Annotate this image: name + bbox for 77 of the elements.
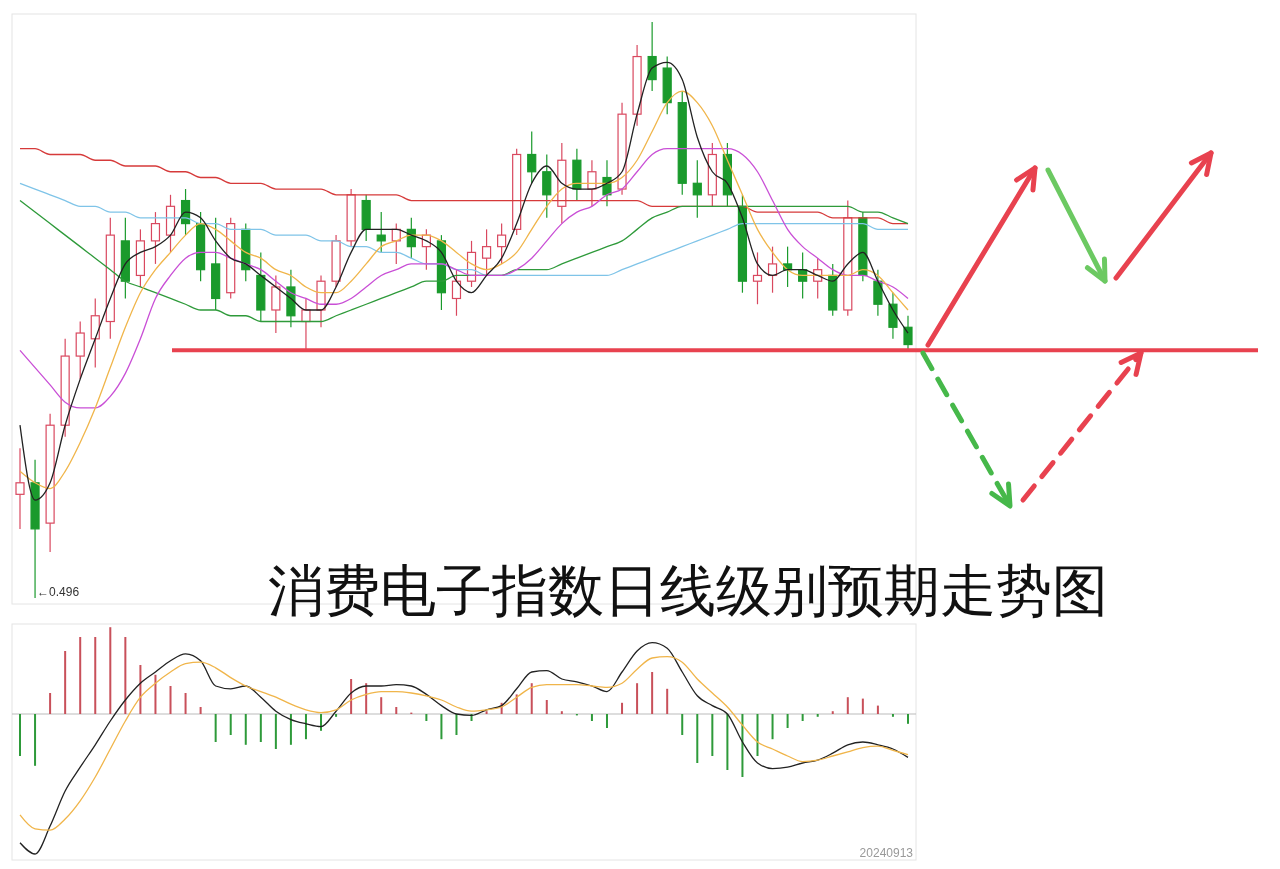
candlestick (903, 315, 913, 351)
bar (861, 698, 864, 714)
bar (696, 714, 699, 763)
candlestick (150, 211, 161, 265)
bar (184, 693, 187, 714)
candlestick (271, 274, 281, 334)
bar (425, 714, 428, 721)
bar (666, 688, 669, 714)
bar (726, 714, 729, 770)
bar (846, 697, 849, 714)
annotation: ←0.496 (37, 585, 80, 599)
bar (49, 693, 52, 714)
bar (605, 714, 608, 728)
candlestick (647, 21, 657, 92)
annotation: 20240913 (859, 846, 914, 860)
bar (801, 714, 804, 721)
candlestick (767, 246, 778, 294)
bar (907, 714, 909, 724)
bar (244, 714, 247, 745)
bar (756, 714, 759, 756)
bar (771, 714, 774, 740)
bar (304, 714, 307, 740)
bar (395, 707, 398, 714)
candlestick (692, 159, 702, 219)
bar (786, 714, 789, 728)
bar (711, 714, 714, 756)
bar (214, 714, 217, 742)
bar (34, 714, 37, 766)
bar (831, 711, 834, 714)
bar (169, 686, 172, 714)
bar (139, 665, 142, 714)
bar (590, 714, 593, 721)
candlestick (301, 297, 311, 351)
candlestick (451, 269, 462, 317)
candlestick (376, 211, 386, 253)
bar (621, 702, 624, 714)
bar (19, 714, 21, 756)
bar (515, 694, 518, 714)
bar (636, 683, 639, 714)
text: 消费电子指数日线级别预期走势图 (268, 558, 1108, 623)
bar (154, 674, 157, 714)
candlestick (542, 153, 552, 219)
bar (560, 711, 563, 714)
bar (651, 672, 654, 714)
bar (259, 714, 262, 742)
candlestick (481, 228, 492, 277)
bar (79, 637, 82, 714)
bar (365, 683, 368, 714)
bar (109, 627, 112, 714)
bar (274, 714, 277, 749)
bar (741, 714, 744, 777)
candlestick (497, 223, 507, 265)
bar (816, 714, 819, 717)
candlestick (888, 292, 898, 340)
bar (455, 714, 458, 735)
bar (335, 714, 338, 717)
bar (124, 637, 127, 714)
candlestick (527, 130, 537, 184)
bar (94, 637, 97, 714)
bar (64, 651, 67, 714)
bar (545, 700, 548, 714)
bar (289, 714, 292, 745)
bar (891, 714, 894, 717)
candlestick (587, 159, 597, 207)
candlestick (752, 251, 763, 305)
bar (876, 705, 879, 714)
bar (681, 714, 684, 735)
bar (229, 714, 232, 735)
bar (199, 707, 202, 714)
candlestick (15, 447, 25, 530)
bar (485, 711, 488, 714)
bar (530, 683, 533, 714)
bar (320, 714, 323, 731)
bar (380, 697, 383, 714)
candlestick (873, 269, 883, 317)
bar (350, 679, 353, 714)
bar (440, 714, 443, 740)
